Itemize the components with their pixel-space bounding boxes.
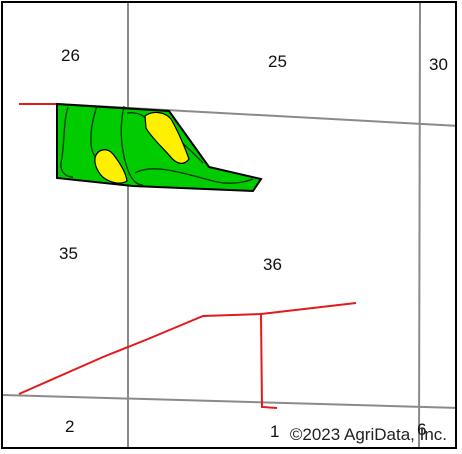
section-label-1: 1 (270, 422, 280, 441)
section-label-2: 2 (65, 417, 75, 436)
section-label-30: 30 (429, 55, 448, 74)
copyright-notice: ©2023 AgriData, Inc. (289, 425, 447, 444)
roads (18, 103, 357, 409)
section-label-26: 26 (61, 46, 80, 65)
map-viewport[interactable]: 26 25 30 35 36 2 1 6 ©2023 AgriData, Inc… (1, 1, 457, 449)
section-label-6: 6 (417, 420, 427, 439)
section-label-35: 35 (59, 244, 78, 263)
section-label-25: 25 (268, 52, 287, 71)
section-line-h2 (3, 394, 455, 409)
soil-line-3 (120, 105, 144, 186)
soil-line-4 (134, 168, 254, 184)
soil-area-yellow-2 (94, 149, 128, 184)
soil-area-yellow-1 (144, 111, 190, 164)
road-2 (18, 302, 357, 395)
map-canvas (3, 3, 455, 447)
section-label-36: 36 (263, 255, 282, 274)
section-lines (3, 3, 455, 447)
soil-line-1 (60, 106, 74, 178)
road-3 (260, 313, 278, 409)
section-line-v2 (418, 3, 421, 447)
